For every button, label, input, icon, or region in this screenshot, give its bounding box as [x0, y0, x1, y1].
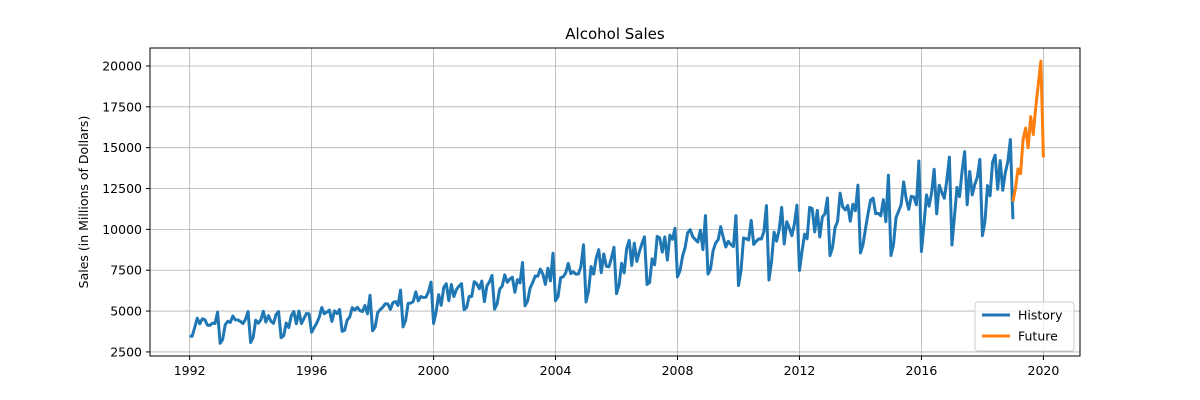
y-axis-label: Sales (in Millions of Dollars) [76, 116, 91, 289]
chart-title: Alcohol Sales [565, 25, 665, 43]
y-tick-label: 17500 [102, 99, 142, 114]
plot-frame [149, 47, 1081, 357]
series-layer [189, 59, 1045, 345]
x-tick-label: 2000 [418, 363, 450, 378]
x-tick-label: 2004 [540, 363, 572, 378]
x-tick-label: 2020 [1028, 363, 1060, 378]
x-tick-label: 2016 [906, 363, 938, 378]
y-tick-label: 5000 [110, 304, 142, 319]
y-tick-label: 15000 [102, 140, 142, 155]
y-tick-label: 2500 [110, 344, 142, 359]
y-tick-label: 7500 [110, 263, 142, 278]
x-tick-label: 1992 [174, 363, 206, 378]
ticks: 1992 1996 2000 2004 2008 2012 2016 2020 2500 5000… [102, 58, 1059, 378]
legend: History Future [974, 301, 1075, 352]
legend-label-history: History [1018, 308, 1063, 323]
series-line-history [189, 137, 1015, 345]
y-tick-label: 20000 [102, 58, 142, 73]
x-tick-label: 2008 [662, 363, 694, 378]
legend-label-future: Future [1018, 329, 1058, 344]
x-tick-label: 2012 [784, 363, 816, 378]
series-line-future [1011, 59, 1045, 202]
y-tick-label: 10000 [102, 222, 142, 237]
y-tick-label: 12500 [102, 181, 142, 196]
x-tick-label: 1996 [296, 363, 328, 378]
